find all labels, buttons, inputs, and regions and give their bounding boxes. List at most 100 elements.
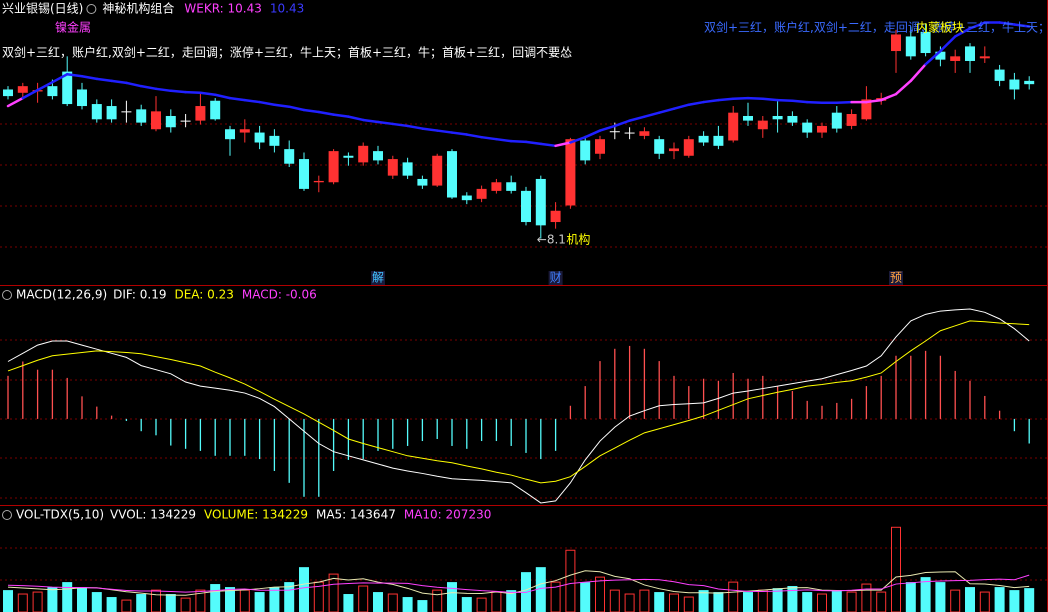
volume-bar <box>935 582 946 612</box>
volume-bar <box>106 597 117 612</box>
note: 双剑+三红，账户红,双剑+二红，走回调；涨停+三红，牛上天；首 <box>704 20 1048 35</box>
candle-body <box>817 125 827 133</box>
dea-line <box>7 320 1030 484</box>
candle-body <box>136 109 147 123</box>
header-readout: DEA: 0.23 <box>174 288 233 302</box>
event-box <box>371 271 385 285</box>
wekr-line <box>643 111 661 118</box>
volume-bar <box>876 591 887 612</box>
volume-bar <box>402 597 413 612</box>
volume-bar <box>1024 588 1035 612</box>
candle-body <box>565 139 576 206</box>
volume-bar <box>269 587 280 612</box>
candle-body <box>624 132 635 134</box>
wekr-line <box>909 63 927 83</box>
note: 内蒙板块 <box>916 21 964 35</box>
event-label: 财 <box>550 271 562 285</box>
wekr-line <box>672 103 691 110</box>
wekr-line <box>361 118 380 124</box>
candle-body <box>550 210 561 223</box>
chart-title: MACD(12,26,9) <box>16 288 107 302</box>
volume-bar <box>669 593 679 612</box>
wekr-line <box>421 127 439 132</box>
wekr-line <box>509 139 528 144</box>
candle-body <box>491 182 502 191</box>
wekr-line <box>125 81 143 88</box>
volume-bar <box>861 583 872 612</box>
candle-body <box>210 100 221 120</box>
candle-body <box>91 104 102 120</box>
header-icon <box>2 510 12 520</box>
wekr-line <box>317 110 335 116</box>
candle-body <box>180 120 191 122</box>
candle-body <box>225 129 235 140</box>
volume-bar <box>17 593 28 612</box>
candle-body <box>935 51 946 60</box>
wekr-line <box>879 92 898 102</box>
candle-body <box>683 139 694 156</box>
wekr-line <box>273 103 291 108</box>
volume-bar <box>817 593 827 612</box>
candle-body <box>402 162 413 176</box>
annotation: ←8.1 <box>537 233 566 247</box>
wekr-line <box>924 49 942 66</box>
wekr-line <box>657 107 676 114</box>
candle-body <box>772 115 783 120</box>
candle-body <box>151 111 161 130</box>
candle-body <box>121 111 132 113</box>
header-readout: VOLUME: 134229 <box>204 508 308 522</box>
wekr-line <box>21 88 39 100</box>
header-readout: VVOL: 134229 <box>110 508 196 522</box>
event-label: 解 <box>372 271 384 285</box>
wekr-line <box>702 98 720 104</box>
header-readout: WEKR: 10.43 <box>184 2 262 16</box>
candle-body <box>905 36 916 57</box>
header-readout: MA10: 207230 <box>404 508 492 522</box>
volume-bar <box>121 599 132 612</box>
volume-bar <box>299 567 309 612</box>
wekr-line <box>95 77 113 83</box>
wekr-line <box>628 115 646 122</box>
candle-body <box>476 188 487 199</box>
wekr-line <box>406 124 424 130</box>
wekr-line <box>347 115 365 122</box>
volume-bar <box>565 549 576 612</box>
candle-body <box>831 112 842 129</box>
wekr-line <box>199 91 217 97</box>
wekr-line <box>184 90 202 95</box>
candle-body <box>861 99 872 120</box>
wekr-line <box>465 133 483 139</box>
volume-bar <box>165 594 176 612</box>
candle-body <box>387 159 398 176</box>
volume-bar <box>254 592 265 612</box>
wekr-line <box>139 84 158 91</box>
volume-bar <box>91 592 102 612</box>
wekr-line <box>746 96 765 101</box>
wekr-line <box>687 100 705 106</box>
volume-bar <box>506 590 517 612</box>
candle-body <box>891 34 901 52</box>
wekr-line <box>154 87 173 93</box>
wekr-line <box>80 74 99 81</box>
volume-ma-line <box>7 570 1030 596</box>
wekr-line <box>598 124 617 132</box>
chart-title: VOL-TDX(5,10) <box>16 508 104 522</box>
header-readout: 10.43 <box>270 2 304 16</box>
candle-body <box>3 89 13 97</box>
volume-bar <box>47 587 58 612</box>
wekr-line <box>51 72 69 84</box>
volume-bar <box>180 597 191 612</box>
wekr-line <box>539 142 557 148</box>
volume-bar <box>225 587 235 612</box>
volume-bar <box>461 597 472 612</box>
wekr-line <box>332 113 350 118</box>
volume-bar <box>743 592 753 612</box>
annotation: 机构 <box>566 232 590 247</box>
candle-body <box>432 155 443 186</box>
volume-bar <box>994 587 1005 612</box>
candle-body <box>373 151 383 161</box>
candle-body <box>846 114 857 126</box>
volume-bar <box>965 587 975 612</box>
wekr-line <box>169 89 187 94</box>
